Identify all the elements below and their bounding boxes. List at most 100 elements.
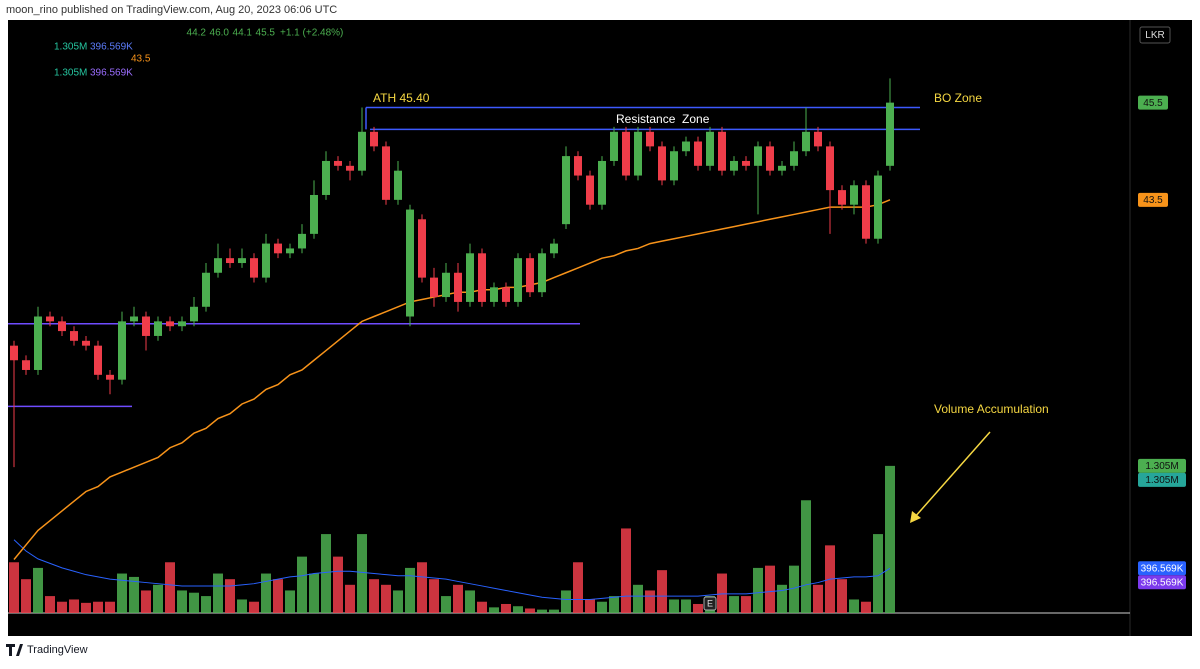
candle-body [190, 306, 198, 322]
arrow [913, 431, 991, 519]
volume-bar [213, 573, 223, 613]
candle-body [226, 258, 234, 264]
candle-body [142, 316, 150, 336]
candle-body [70, 331, 78, 341]
currency[interactable]: LKR [1145, 30, 1164, 41]
candle-body [274, 243, 282, 254]
volume-bar [93, 601, 103, 613]
volume-bar [885, 465, 895, 613]
volume-bar [669, 599, 679, 613]
volume-bar [789, 565, 799, 613]
ohlc-value: 45.5 [256, 28, 276, 39]
volume-bar [285, 590, 295, 613]
volume-tag [1138, 575, 1186, 590]
volume-bar [741, 596, 751, 613]
currency-box[interactable] [1139, 26, 1171, 44]
volume-tag [1138, 458, 1186, 473]
earnings-marker: E [707, 598, 713, 608]
volume-bar [585, 599, 595, 613]
volume-bar [345, 584, 355, 613]
volume-bar [861, 601, 871, 613]
candle-body [214, 258, 222, 273]
volume-bar [117, 573, 127, 613]
candle-body [850, 185, 858, 205]
price-tag-label: 43.5 [1143, 195, 1163, 206]
candle-body [766, 146, 774, 171]
annotation: BO Zone [934, 91, 982, 105]
volume-bar [321, 534, 331, 613]
candle-body [706, 131, 714, 166]
candle-body [10, 345, 18, 361]
volume-tag-label: 1.305M [1145, 475, 1178, 486]
candle-body [58, 321, 66, 332]
candle-body [862, 185, 870, 239]
volume-bar [729, 596, 739, 613]
volume-bar [381, 584, 391, 613]
candle-body [34, 316, 42, 370]
candle-body [778, 165, 786, 171]
candle-body [238, 258, 246, 264]
price-tag [1138, 95, 1168, 110]
volume-bar [753, 567, 763, 613]
arrow-head [910, 511, 921, 523]
volume-bar [621, 528, 631, 613]
volume-bar [453, 584, 463, 613]
candle-body [538, 253, 546, 293]
candle-body [634, 131, 642, 176]
volume-bar [261, 573, 271, 613]
volume-bar [681, 599, 691, 613]
volume-bar [609, 596, 619, 613]
footer-brand: TradingView [27, 644, 88, 656]
volume-bar [561, 590, 571, 613]
volume-bar [309, 573, 319, 613]
tv-logo [6, 644, 23, 656]
candle-body [490, 287, 498, 302]
volume-bar [633, 584, 643, 613]
volume-bar [153, 584, 163, 613]
annotation: Resistance Zone [616, 112, 710, 126]
candle-body [682, 141, 690, 152]
price-tag [1138, 192, 1168, 207]
candle-body [346, 165, 354, 171]
volume-bar [693, 603, 703, 613]
volume-bar [549, 609, 559, 613]
volume-bar [429, 579, 439, 613]
candle-body [802, 131, 810, 152]
chart-bg [8, 20, 1192, 636]
candle-body [310, 194, 318, 234]
volume-tag-label: 396.569K [1141, 577, 1184, 588]
legend-value: 396.569K [90, 68, 133, 79]
volume-bar [189, 592, 199, 613]
candle-body [610, 131, 618, 161]
volume-bar [405, 567, 415, 613]
legend-value: 396.569K [90, 42, 133, 53]
volume-bar [765, 565, 775, 613]
candle-body [298, 233, 306, 249]
candle-body [82, 340, 90, 346]
volume-bar [69, 599, 79, 613]
volume-bar [501, 603, 511, 613]
volume-bar [369, 579, 379, 613]
volume-bar [837, 579, 847, 613]
candle-body [250, 258, 258, 278]
candle-body [826, 146, 834, 191]
legend-value: 43.5 [131, 54, 151, 65]
candle-body [754, 146, 762, 166]
volume-bar [441, 596, 451, 613]
volume-tag [1138, 472, 1186, 487]
candle-body [514, 258, 522, 302]
candle-body [442, 272, 450, 298]
volume-bar [537, 609, 547, 613]
candle-body [886, 102, 894, 166]
legend-value: 1.305M [54, 42, 87, 53]
volume-bar [297, 556, 307, 613]
annotation: ATH 45.40 [373, 91, 430, 105]
candle-body [334, 160, 342, 166]
volume-bar [717, 573, 727, 613]
volume-bar [597, 601, 607, 613]
candle-body [598, 160, 606, 205]
candle-body [658, 146, 666, 181]
candle-body [262, 243, 270, 278]
volume-bar [81, 602, 91, 613]
